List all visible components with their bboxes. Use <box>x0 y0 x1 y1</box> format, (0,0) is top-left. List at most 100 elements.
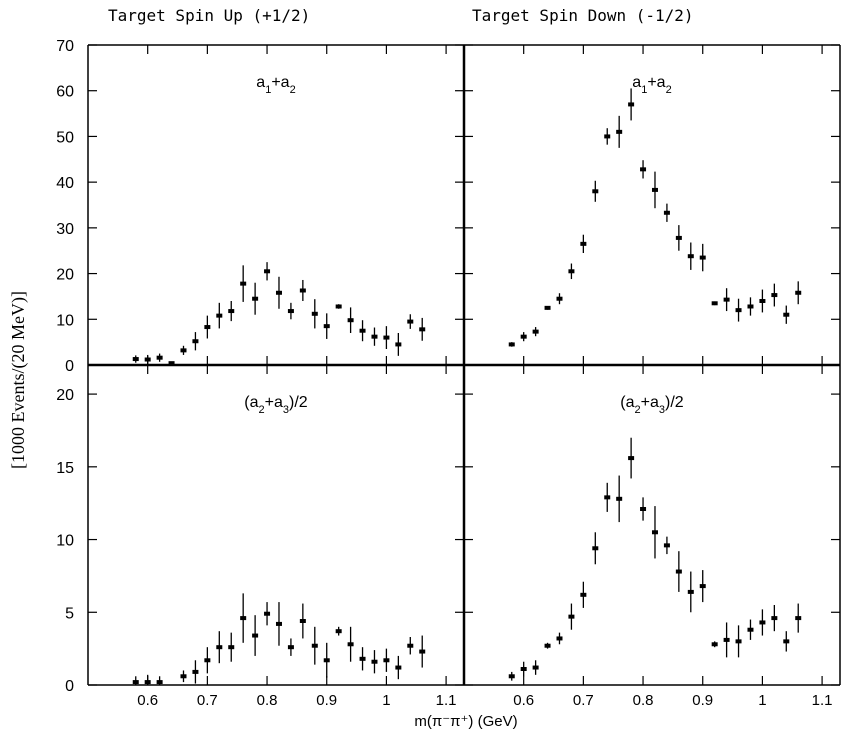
data-point <box>371 334 378 339</box>
y-tick-label: 30 <box>56 221 74 238</box>
data-point <box>616 129 623 134</box>
data-point <box>568 614 575 619</box>
data-point <box>192 339 199 344</box>
data-point <box>204 325 211 330</box>
data-point <box>532 665 539 670</box>
data-point <box>228 645 235 650</box>
data-point <box>592 189 599 194</box>
y-axis-label: [1000 Events/(20 MeV)] <box>8 291 29 469</box>
header-right: Target Spin Down (-1/2) <box>472 6 694 25</box>
data-point <box>675 569 682 574</box>
panel-top-right: a1+a2 <box>464 44 840 366</box>
x-tick-label: 1 <box>758 692 766 709</box>
data-point <box>419 649 426 654</box>
x-tick-label: 0.7 <box>573 692 594 709</box>
panel-frames <box>87 44 841 686</box>
data-point <box>204 658 211 663</box>
data-point <box>544 305 551 310</box>
data-point <box>759 620 766 625</box>
data-point <box>699 255 706 260</box>
data-point <box>604 134 611 139</box>
x-tick-label: 0.6 <box>137 692 158 709</box>
data-point <box>616 496 623 501</box>
data-point <box>132 680 139 685</box>
data-point <box>240 281 247 286</box>
panel-title: (a2+a3)/2 <box>244 394 308 416</box>
y-tick-label: 10 <box>56 312 74 329</box>
data-point <box>771 616 778 621</box>
data-point <box>419 327 426 332</box>
x-tick-label: 1 <box>382 692 390 709</box>
data-point <box>168 361 175 366</box>
data-point <box>132 357 139 362</box>
x-tick-label: 1.1 <box>812 692 833 709</box>
data-point <box>275 290 282 295</box>
data-point <box>651 530 658 535</box>
data-point <box>335 629 342 634</box>
data-point <box>747 304 754 309</box>
panel-bottom-left: 0 5 10 15 20 0.6 0.7 0.8 0.9 1 1.1 (a2+a3)/2 <box>56 365 464 709</box>
x-tick-label: 0.8 <box>257 692 278 709</box>
x-tick-label: 0.8 <box>633 692 654 709</box>
data-point <box>508 342 515 347</box>
data-point <box>687 254 694 259</box>
x-tick-label: 0.9 <box>692 692 713 709</box>
data-point <box>359 656 366 661</box>
data-point <box>783 312 790 317</box>
x-tick-label: 1.1 <box>436 692 457 709</box>
data-point <box>299 288 306 293</box>
data-point <box>604 495 611 500</box>
y-tick-label: 70 <box>56 38 74 55</box>
x-tick-label: 0.9 <box>316 692 337 709</box>
data-point <box>556 636 563 641</box>
data-point <box>544 643 551 648</box>
data-point <box>180 348 187 353</box>
data-point <box>735 639 742 644</box>
data-point <box>287 645 294 650</box>
data-point <box>723 637 730 642</box>
y-tick-label: 5 <box>65 605 74 622</box>
data-point <box>180 674 187 679</box>
x-axis-label: m(π⁻π⁺) (GeV) <box>414 713 517 730</box>
y-tick-label: 20 <box>56 387 74 404</box>
data-point <box>687 589 694 594</box>
data-point <box>508 674 515 679</box>
data-point <box>311 643 318 648</box>
y-tick-label: 15 <box>56 460 74 477</box>
data-point <box>216 313 223 318</box>
data-point <box>795 616 802 621</box>
data-point <box>347 642 354 647</box>
data-point <box>275 621 282 626</box>
data-point <box>520 667 527 671</box>
y-tick-label: 10 <box>56 533 74 550</box>
data-point <box>711 301 718 306</box>
data-point <box>144 357 151 362</box>
data-point <box>407 319 414 324</box>
data-point <box>556 296 563 301</box>
data-point <box>311 311 318 316</box>
y-tick-label: 20 <box>56 267 74 284</box>
data-point <box>252 296 259 301</box>
data-point <box>359 328 366 333</box>
data-point <box>723 297 730 302</box>
y-tick-label: 60 <box>56 84 74 101</box>
data-point <box>323 658 330 663</box>
data-point <box>335 304 342 309</box>
data-point <box>216 645 223 650</box>
data-point <box>651 187 658 192</box>
data-point <box>711 642 718 647</box>
data-point <box>532 329 539 334</box>
data-point <box>747 627 754 632</box>
data-point <box>240 616 247 621</box>
data-point <box>663 543 670 548</box>
data-point <box>144 680 151 685</box>
data-point <box>520 334 527 339</box>
data-point <box>580 241 587 246</box>
data-point <box>156 355 163 360</box>
data-point <box>628 102 635 107</box>
x-tick-label: 0.7 <box>197 692 218 709</box>
data-point <box>252 633 259 638</box>
data-point <box>192 669 199 674</box>
y-tick-label: 50 <box>56 129 74 146</box>
